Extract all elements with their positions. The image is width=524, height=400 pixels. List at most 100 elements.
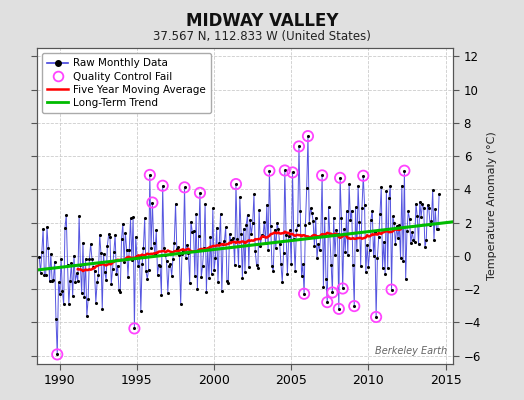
Point: [152, 227, 160, 234]
Point: [309, 218, 318, 224]
Point: [292, 227, 301, 234]
Point: [191, 273, 199, 279]
Point: [223, 278, 231, 284]
Point: [268, 262, 276, 269]
Point: [361, 201, 369, 208]
Point: [391, 241, 400, 248]
Point: [56, 291, 64, 298]
Point: [282, 232, 290, 239]
Point: [236, 194, 244, 200]
Point: [259, 233, 267, 240]
Point: [422, 237, 430, 243]
Point: [135, 252, 144, 259]
Point: [394, 235, 402, 242]
Point: [434, 226, 442, 232]
Point: [315, 247, 324, 253]
Point: [423, 202, 432, 208]
Point: [245, 264, 253, 270]
Point: [211, 255, 220, 261]
Point: [188, 229, 196, 235]
Y-axis label: Temperature Anomaly (°C): Temperature Anomaly (°C): [487, 132, 497, 280]
Point: [172, 246, 181, 252]
Point: [362, 269, 370, 276]
Point: [288, 169, 297, 176]
Point: [62, 212, 70, 218]
Point: [86, 241, 95, 247]
Point: [142, 268, 150, 274]
Point: [216, 211, 225, 217]
Point: [257, 232, 266, 238]
Point: [318, 172, 326, 178]
Point: [132, 234, 140, 240]
Point: [339, 285, 347, 292]
Point: [340, 226, 348, 233]
Point: [53, 351, 61, 358]
Point: [401, 276, 410, 282]
Point: [370, 229, 379, 236]
Point: [359, 172, 367, 179]
Point: [379, 238, 388, 245]
Point: [296, 208, 304, 215]
Point: [193, 286, 202, 292]
Point: [285, 233, 293, 240]
Point: [350, 303, 358, 309]
Point: [107, 280, 115, 287]
Point: [137, 308, 145, 314]
Point: [308, 210, 316, 216]
Point: [241, 269, 249, 275]
Point: [129, 214, 137, 220]
Point: [287, 261, 296, 267]
Point: [288, 169, 297, 176]
Point: [130, 325, 138, 332]
Point: [39, 226, 47, 232]
Point: [222, 224, 230, 230]
Point: [429, 187, 437, 193]
Point: [333, 231, 342, 237]
Point: [301, 222, 310, 228]
Point: [175, 252, 183, 259]
Point: [215, 240, 223, 246]
Point: [269, 268, 277, 274]
Point: [354, 183, 362, 189]
Point: [390, 220, 398, 226]
Point: [418, 200, 427, 207]
Point: [372, 314, 380, 320]
Point: [146, 172, 154, 178]
Point: [52, 316, 60, 322]
Point: [277, 261, 285, 268]
Point: [356, 263, 365, 269]
Point: [420, 205, 428, 212]
Point: [432, 226, 441, 232]
Point: [378, 265, 387, 271]
Point: [139, 245, 148, 251]
Point: [263, 202, 271, 208]
Point: [220, 238, 228, 244]
Point: [111, 232, 119, 238]
Point: [327, 262, 335, 268]
Point: [265, 168, 274, 174]
Point: [106, 234, 114, 240]
Point: [179, 248, 188, 255]
Point: [400, 168, 409, 174]
Point: [60, 301, 68, 308]
Point: [373, 255, 381, 261]
Point: [160, 245, 168, 252]
Point: [253, 262, 261, 268]
Point: [57, 256, 66, 262]
Point: [125, 246, 134, 253]
Point: [72, 270, 81, 276]
Point: [43, 224, 51, 230]
Point: [336, 175, 344, 181]
Point: [295, 143, 303, 150]
Point: [355, 219, 364, 225]
Point: [366, 247, 374, 254]
Point: [61, 224, 69, 231]
Point: [121, 230, 129, 236]
Point: [120, 259, 128, 265]
Point: [299, 261, 307, 267]
Point: [352, 204, 360, 210]
Point: [330, 214, 338, 221]
Point: [344, 252, 352, 258]
Point: [398, 182, 406, 189]
Point: [83, 313, 91, 320]
